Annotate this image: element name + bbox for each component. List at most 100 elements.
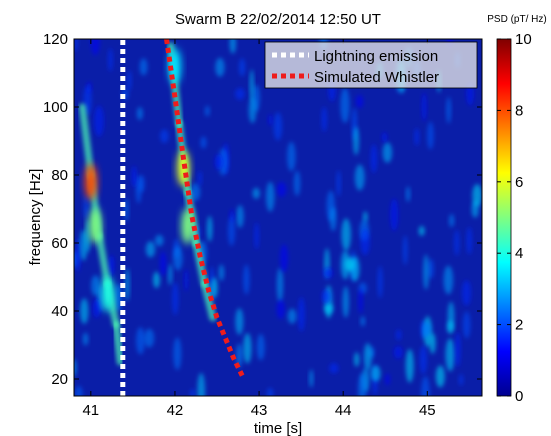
texture-streak <box>268 114 273 126</box>
ridge-segment <box>78 103 95 179</box>
y-axis-label: frequency [Hz] <box>27 169 44 266</box>
texture-streak <box>273 112 283 141</box>
texture-streak <box>297 297 305 332</box>
texture-streak <box>309 369 314 388</box>
texture-streak <box>287 308 297 324</box>
texture-streak <box>323 267 333 279</box>
texture-streak <box>218 148 228 176</box>
texture-streak <box>249 69 254 102</box>
texture-streak <box>355 95 364 109</box>
texture-streak <box>429 333 436 354</box>
texture-streak <box>471 200 479 218</box>
texture-streak <box>90 39 100 56</box>
texture-streak <box>83 194 89 220</box>
texture-streak <box>167 263 173 286</box>
texture-streak <box>405 186 411 202</box>
texture-streak <box>324 303 334 314</box>
ridge-segment <box>95 232 112 288</box>
texture-streak <box>197 372 206 396</box>
texture-streak <box>92 298 101 318</box>
hotspot <box>181 208 194 244</box>
chart-title: Swarm B 22/02/2014 12:50 UT <box>175 11 381 28</box>
texture-streak <box>293 170 301 197</box>
y-tick-label: 100 <box>43 99 68 116</box>
colorbar: PSD (pT/ Hz) 0 2 4 6 8 10 <box>487 14 546 405</box>
texture-streak <box>107 255 115 276</box>
texture-streak <box>214 154 223 170</box>
texture-streak <box>384 373 391 386</box>
texture-streak <box>227 216 236 246</box>
texture-streak <box>173 337 182 371</box>
texture-streak <box>353 126 360 156</box>
legend-lightning-label: Lightning emission <box>314 48 438 65</box>
texture-streak <box>377 265 383 299</box>
texture-streak <box>321 106 327 132</box>
texture-streak <box>215 57 225 77</box>
texture-streak <box>370 144 378 174</box>
texture-streak <box>108 48 113 72</box>
texture-streak <box>370 365 381 382</box>
texture-streak <box>236 343 243 368</box>
plot-area <box>73 38 483 397</box>
texture-streak <box>144 328 155 348</box>
texture-streak <box>136 327 145 355</box>
texture-streak <box>354 164 365 191</box>
texture-streak <box>153 271 160 289</box>
texture-streak <box>344 257 355 272</box>
texture-streak <box>74 385 83 396</box>
colorbar-tick-label: 10 <box>515 31 532 48</box>
texture-streak <box>74 39 78 52</box>
texture-streak <box>200 136 207 149</box>
texture-streak <box>160 129 169 144</box>
texture-streak <box>229 39 237 54</box>
texture-streak <box>218 264 225 281</box>
texture-streak <box>446 96 452 124</box>
texture-streak <box>127 70 132 92</box>
texture-streak <box>79 229 88 261</box>
texture-streak <box>336 170 341 197</box>
colorbar-tick-label: 8 <box>515 102 523 119</box>
texture-streak <box>276 181 287 197</box>
texture-streak <box>210 277 218 299</box>
texture-streak <box>131 165 137 188</box>
texture-streak <box>427 121 434 150</box>
colorbar-tick-label: 2 <box>515 317 523 334</box>
texture-streak <box>80 298 89 324</box>
texture-streak <box>74 358 77 377</box>
hotspot <box>89 208 102 244</box>
texture-streak <box>91 275 100 296</box>
x-axis-label: time [s] <box>254 420 302 436</box>
texture-streak <box>82 332 89 346</box>
texture-streak <box>395 329 402 341</box>
colorbar-tick-label: 4 <box>515 245 523 262</box>
texture-streak <box>190 388 195 396</box>
texture-streak <box>454 229 460 256</box>
y-tick-label: 120 <box>43 31 68 48</box>
texture-streak <box>75 237 81 273</box>
y-tick-label: 20 <box>51 371 68 388</box>
texture-streak <box>197 170 202 186</box>
texture-streak <box>390 198 399 232</box>
texture-streak <box>340 87 350 123</box>
texture-streak <box>125 267 130 302</box>
texture-streak <box>448 214 455 228</box>
texture-streak <box>172 282 179 316</box>
y-tick-label: 80 <box>51 167 68 184</box>
legend-box <box>264 41 478 89</box>
texture-streak <box>204 105 210 117</box>
texture-streak <box>139 58 148 76</box>
texture-streak <box>236 204 244 228</box>
legend-whistler-label: Simulated Whistler <box>314 69 439 86</box>
texture-streak <box>462 311 471 339</box>
texture-streak <box>466 226 473 255</box>
texture-streak <box>234 87 245 100</box>
legend: Lightning emission Simulated Whistler <box>264 41 478 89</box>
texture-streak <box>454 332 461 367</box>
texture-streak <box>252 187 260 199</box>
feature-lines <box>120 39 245 396</box>
texture-streak <box>435 365 445 388</box>
texture-streak <box>266 181 275 212</box>
texture-streak <box>243 264 250 295</box>
texture-streak <box>145 241 156 258</box>
